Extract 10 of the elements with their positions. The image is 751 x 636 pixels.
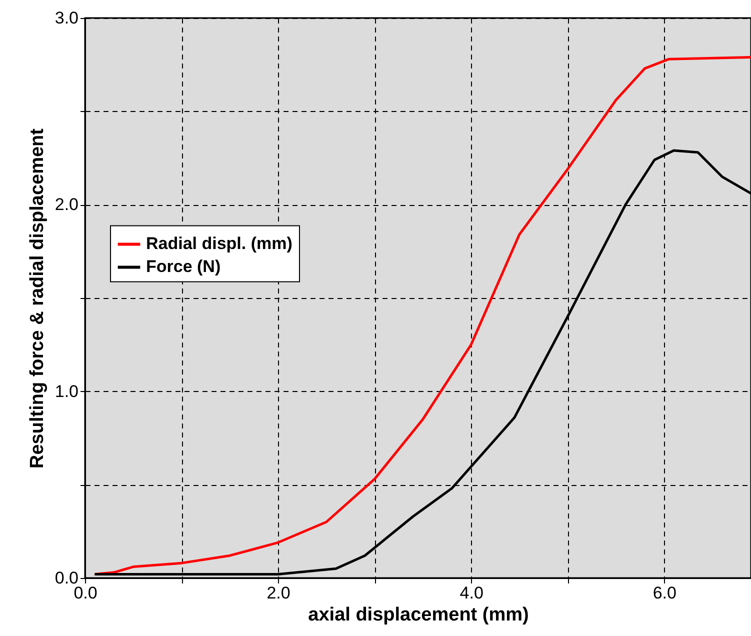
- legend-label: Radial displ. (mm): [146, 234, 292, 254]
- x-axis-title: axial displacement (mm): [308, 604, 529, 626]
- y-tick-label: 2.0: [54, 195, 78, 214]
- x-tick-label: 4.0: [460, 584, 484, 602]
- legend-label: Force (N): [146, 257, 221, 276]
- x-tick-label: 6.0: [652, 584, 676, 602]
- y-tick-label: 1.0: [54, 382, 78, 401]
- y-axis-title: Resulting force & radial displacement: [26, 128, 48, 468]
- y-tick-label: 3.0: [54, 8, 78, 28]
- x-tick-label: 2.0: [266, 584, 290, 602]
